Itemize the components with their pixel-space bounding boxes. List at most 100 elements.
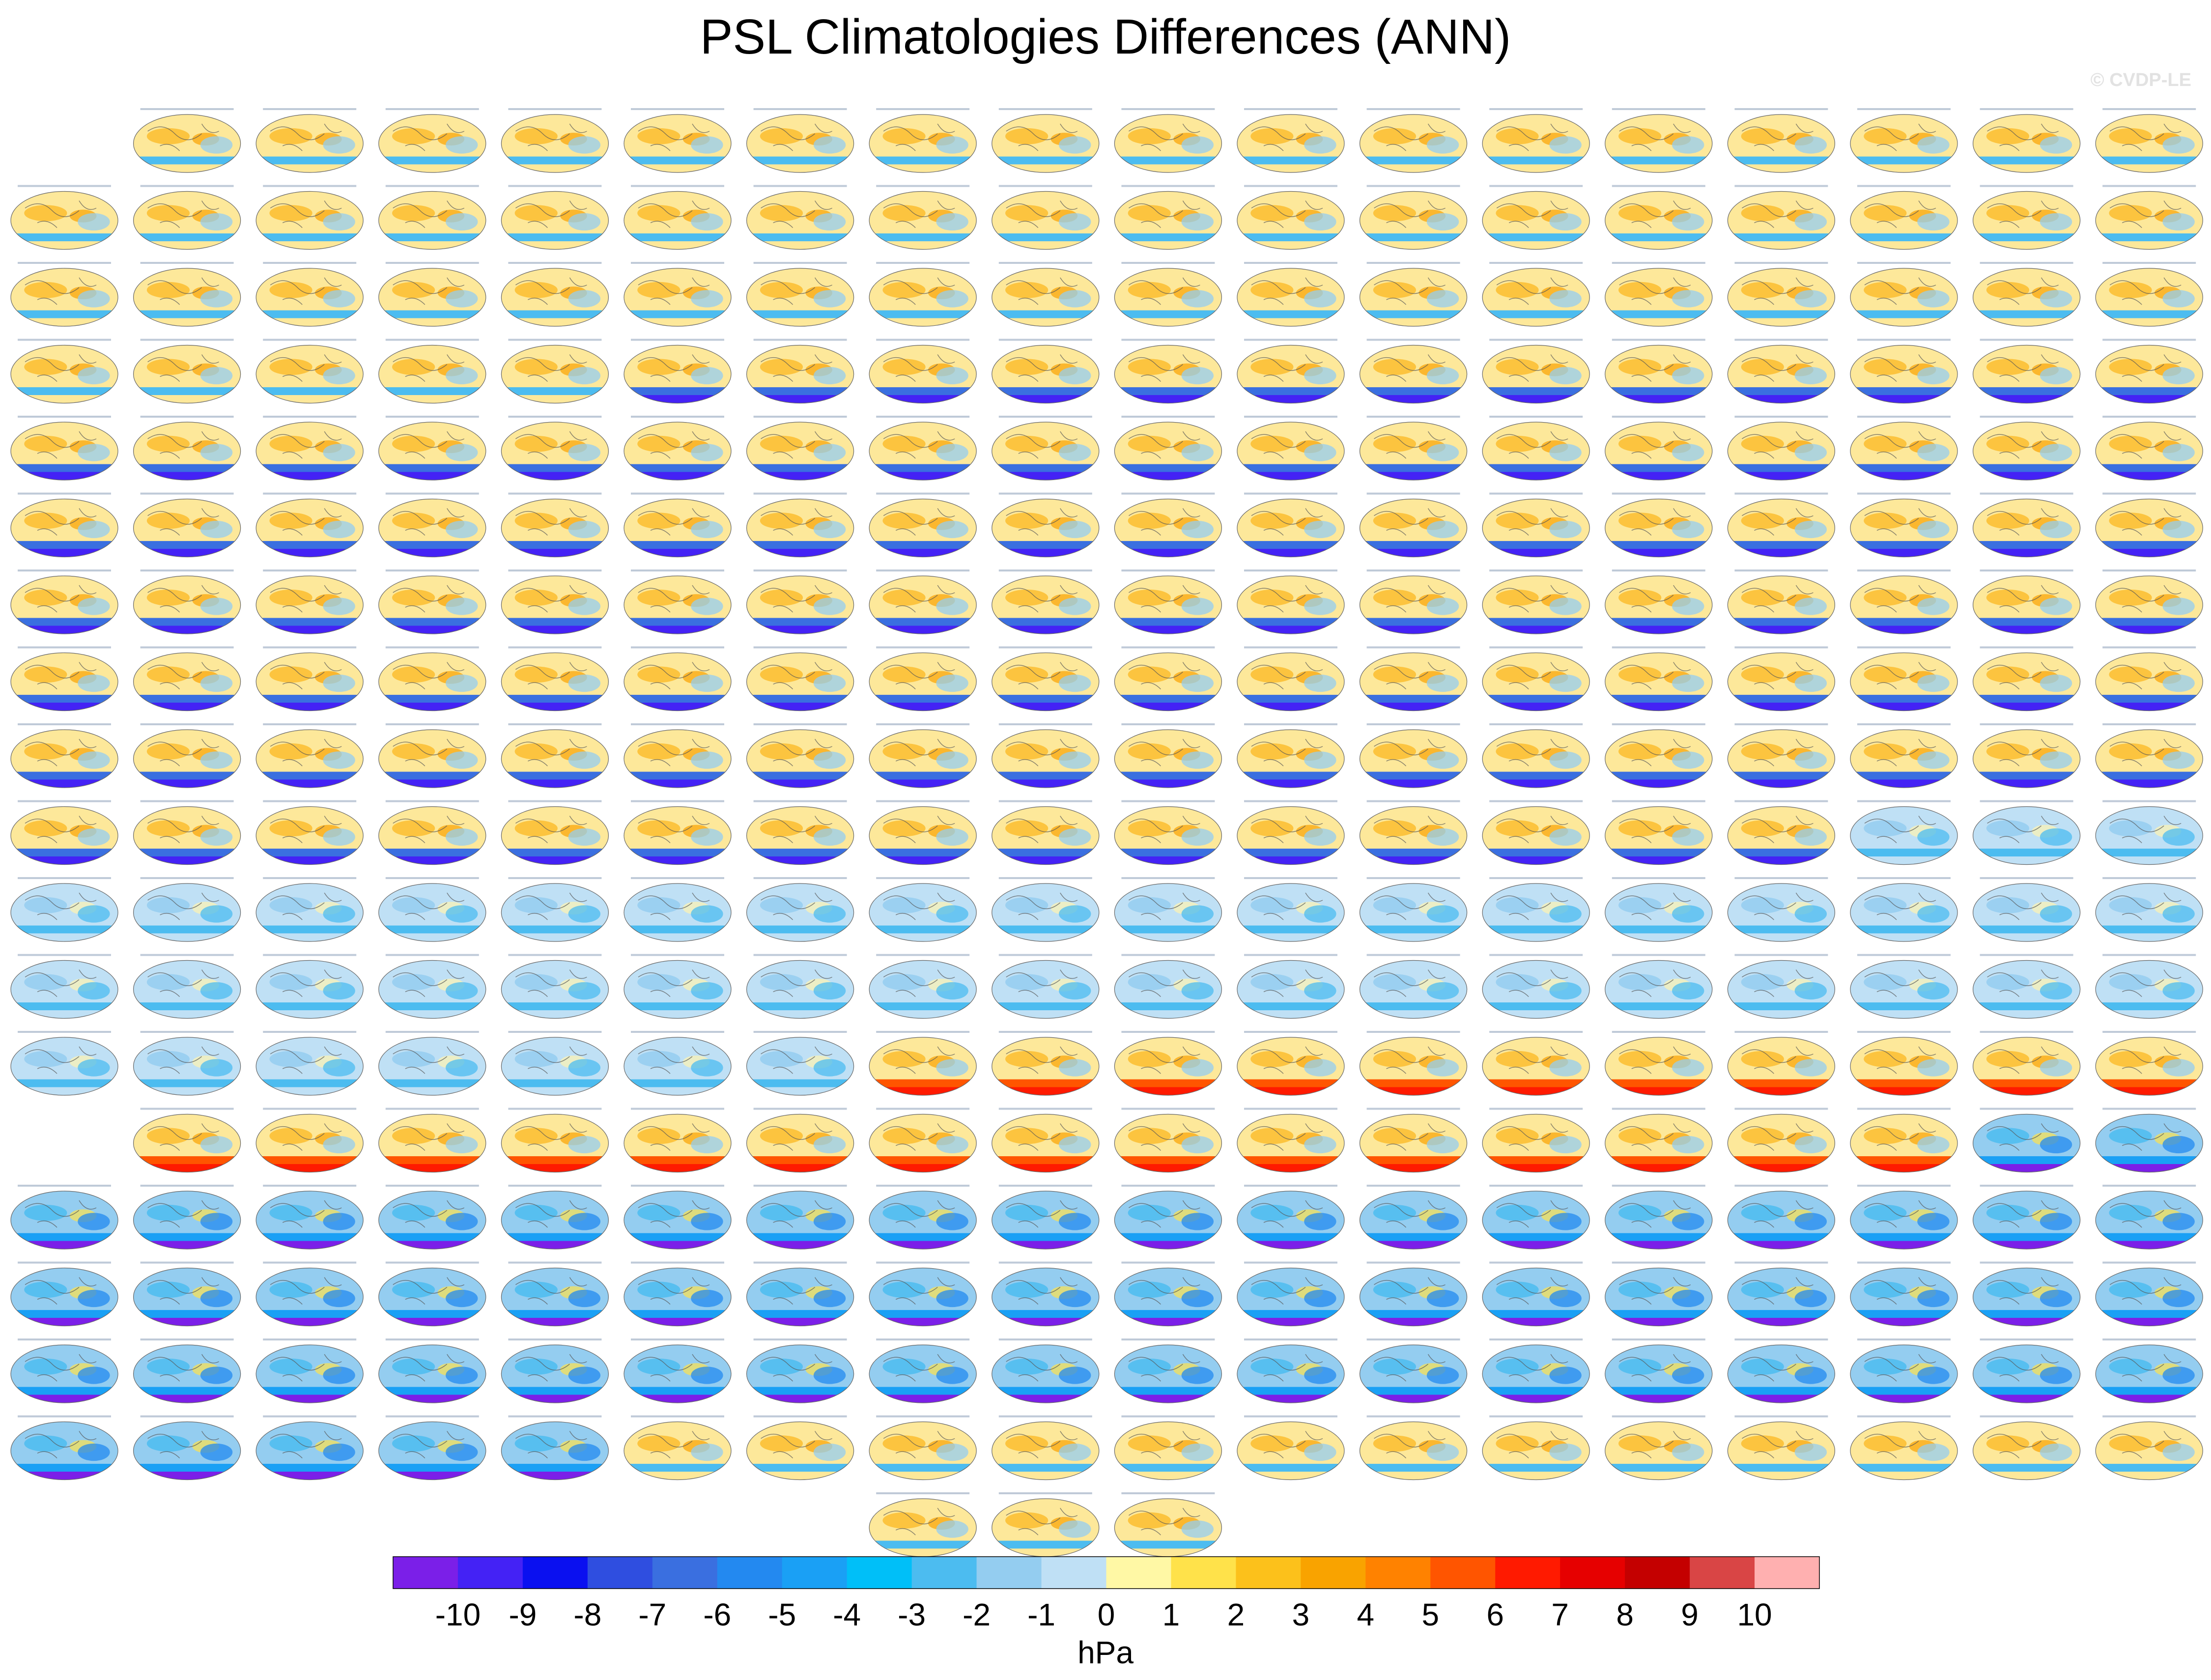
map-southern-band [501,695,609,704]
map-border [1114,575,1222,634]
panel-caption [876,416,970,418]
map-border [1973,344,2081,404]
map-anomaly [1864,128,1907,144]
map-border [10,575,118,634]
map-anomaly [1059,674,1091,692]
coastline [1619,585,1691,613]
map-anomaly [1059,136,1091,154]
coastline [1741,431,1814,459]
map-anomaly [1128,282,1171,298]
map-southern-band [2096,310,2203,319]
map-southern-band [501,387,609,396]
map-anomaly [1741,128,1784,144]
map-anomaly [1741,666,1784,683]
coastline [1374,123,1446,151]
map-anomaly [2109,128,2152,144]
map-southern-band [1482,310,1590,319]
panel-caption [1366,646,1460,649]
map-border [378,268,486,327]
panel-caption [1121,723,1215,725]
panel-caption [631,185,724,187]
coastline [2109,277,2182,305]
map-southern-band [1973,541,2080,550]
map-anomaly [882,743,926,760]
map-panel [1850,185,1958,250]
panel-caption [2102,569,2196,571]
map-anomaly [1304,444,1336,461]
map-border [746,114,854,173]
map-anomaly [1250,359,1294,375]
coastline [1374,739,1446,767]
map-border [1237,498,1345,558]
map-anomaly [936,136,968,154]
map-panel [624,569,732,634]
map-anomaly [2162,290,2195,308]
map-southern-band [11,695,118,704]
map-panel [1482,339,1590,404]
map-anomaly [146,743,190,760]
map-border [1605,729,1713,788]
panel-caption [1366,185,1460,187]
map-southern-band [378,310,486,319]
map-panel [1114,723,1222,788]
coastline [2109,200,2182,228]
coastline [25,585,97,613]
map-border [1973,652,2081,712]
panel-caption [876,569,970,571]
map-anomaly [269,666,312,683]
map-border [1482,575,1590,634]
panel-caption [1734,569,1828,571]
map-border [1237,268,1345,327]
map-panel [2095,646,2203,712]
map-anomaly [392,435,435,452]
map-panel [1482,108,1590,173]
coastline [638,585,710,613]
map-border [378,575,486,634]
colorbar-tick-label: 6 [1486,1597,1504,1632]
map-anomaly [1618,513,1662,529]
map-panel [1727,262,1835,327]
map-border [378,729,486,788]
map-border [255,498,364,558]
map-anomaly [1794,751,1827,769]
panel-caption [631,339,724,341]
panel-caption [263,723,357,725]
map-anomaly [1917,367,1950,385]
map-border [746,729,854,788]
map-southern-band [378,771,486,781]
map-southern-band [256,156,364,166]
map-border [2095,652,2203,712]
map-panel [1973,262,2081,327]
panel-caption [876,108,970,110]
coastline [1987,585,2059,613]
colorbar-swatch [1301,1557,1366,1589]
map-southern-band [1237,310,1344,319]
map-southern-band [1360,541,1467,550]
map-anomaly [78,367,110,385]
map-southern-band [1605,387,1712,396]
map-anomaly [269,282,312,298]
map-anomaly [446,520,478,539]
panel-caption [1244,646,1337,649]
colorbar-tick-label: -4 [833,1597,861,1632]
map-border [624,498,732,558]
map-anomaly [1373,589,1417,606]
map-border [624,344,732,404]
panel-caption [1857,646,1951,649]
map-border [1727,422,1835,481]
coastline [147,354,219,382]
panel-caption [1489,646,1583,649]
map-border [1237,652,1345,712]
map-panel [746,723,854,788]
map-panel [624,108,732,173]
map-border [133,268,241,327]
map-anomaly [1059,213,1091,231]
map-southern-band [869,387,977,396]
map-border [869,268,977,327]
map-anomaly [2109,513,2152,529]
map-southern-band [869,541,977,550]
map-anomaly [446,367,478,385]
map-panel [624,262,732,327]
map-anomaly [1618,205,1662,222]
map-anomaly [1181,213,1214,231]
